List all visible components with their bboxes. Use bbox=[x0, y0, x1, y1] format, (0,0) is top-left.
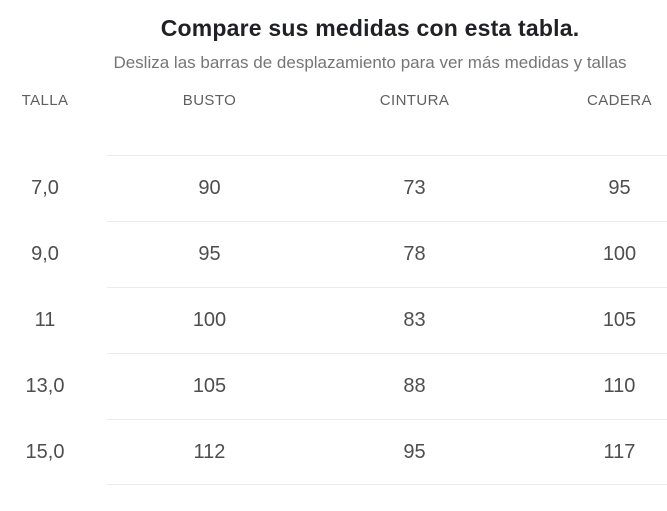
talla-column: TALLA 7,0 9,0 11 13,0 15,0 bbox=[0, 90, 107, 485]
column-header-busto: BUSTO bbox=[182, 92, 237, 109]
header-spacer bbox=[0, 112, 90, 155]
measurements-header-row: BUSTO CINTURA CADERA bbox=[107, 90, 667, 112]
header-spacer bbox=[107, 112, 667, 155]
size-table: TALLA 7,0 9,0 11 13,0 15,0 BUSTO CINTURA… bbox=[0, 90, 667, 485]
talla-cell: 11 bbox=[34, 309, 56, 331]
busto-cell: 112 bbox=[193, 440, 226, 463]
cintura-cell: 83 bbox=[403, 309, 426, 331]
column-header-talla: TALLA bbox=[21, 92, 69, 109]
cadera-cell: 95 bbox=[608, 177, 631, 199]
talla-cell: 7,0 bbox=[31, 177, 59, 199]
cadera-cell: 117 bbox=[603, 440, 636, 463]
busto-cell: 95 bbox=[198, 243, 221, 265]
table-row: 112 95 117 bbox=[107, 419, 667, 485]
talla-cell: 15,0 bbox=[25, 441, 65, 463]
table-row: 90 73 95 bbox=[107, 155, 667, 221]
cintura-cell: 78 bbox=[403, 243, 426, 265]
measurements-scroll-area[interactable]: BUSTO CINTURA CADERA 90 73 95 95 78 100 … bbox=[107, 90, 667, 485]
cadera-cell: 110 bbox=[603, 375, 636, 397]
page-title: Compare sus medidas con esta tabla. bbox=[160, 15, 580, 41]
busto-cell: 100 bbox=[192, 309, 227, 331]
cintura-cell: 88 bbox=[403, 375, 426, 397]
busto-cell: 90 bbox=[198, 177, 221, 199]
talla-cell: 13,0 bbox=[25, 375, 65, 397]
table-row: 95 78 100 bbox=[107, 221, 667, 287]
busto-cell: 105 bbox=[192, 375, 227, 397]
cintura-cell: 95 bbox=[403, 440, 426, 463]
column-header-cintura: CINTURA bbox=[379, 92, 450, 109]
table-row: 105 88 110 bbox=[107, 353, 667, 419]
talla-cell: 9,0 bbox=[31, 243, 59, 265]
page-subtitle: Desliza las barras de desplazamiento par… bbox=[113, 53, 627, 72]
cintura-cell: 73 bbox=[403, 177, 426, 199]
cadera-cell: 100 bbox=[602, 243, 637, 265]
table-row: 100 83 105 bbox=[107, 287, 667, 353]
header-block: Compare sus medidas con esta tabla. Desl… bbox=[0, 14, 667, 74]
cadera-cell: 105 bbox=[602, 309, 637, 331]
size-chart-page: Compare sus medidas con esta tabla. Desl… bbox=[0, 14, 667, 485]
column-header-cadera: CADERA bbox=[587, 92, 652, 109]
